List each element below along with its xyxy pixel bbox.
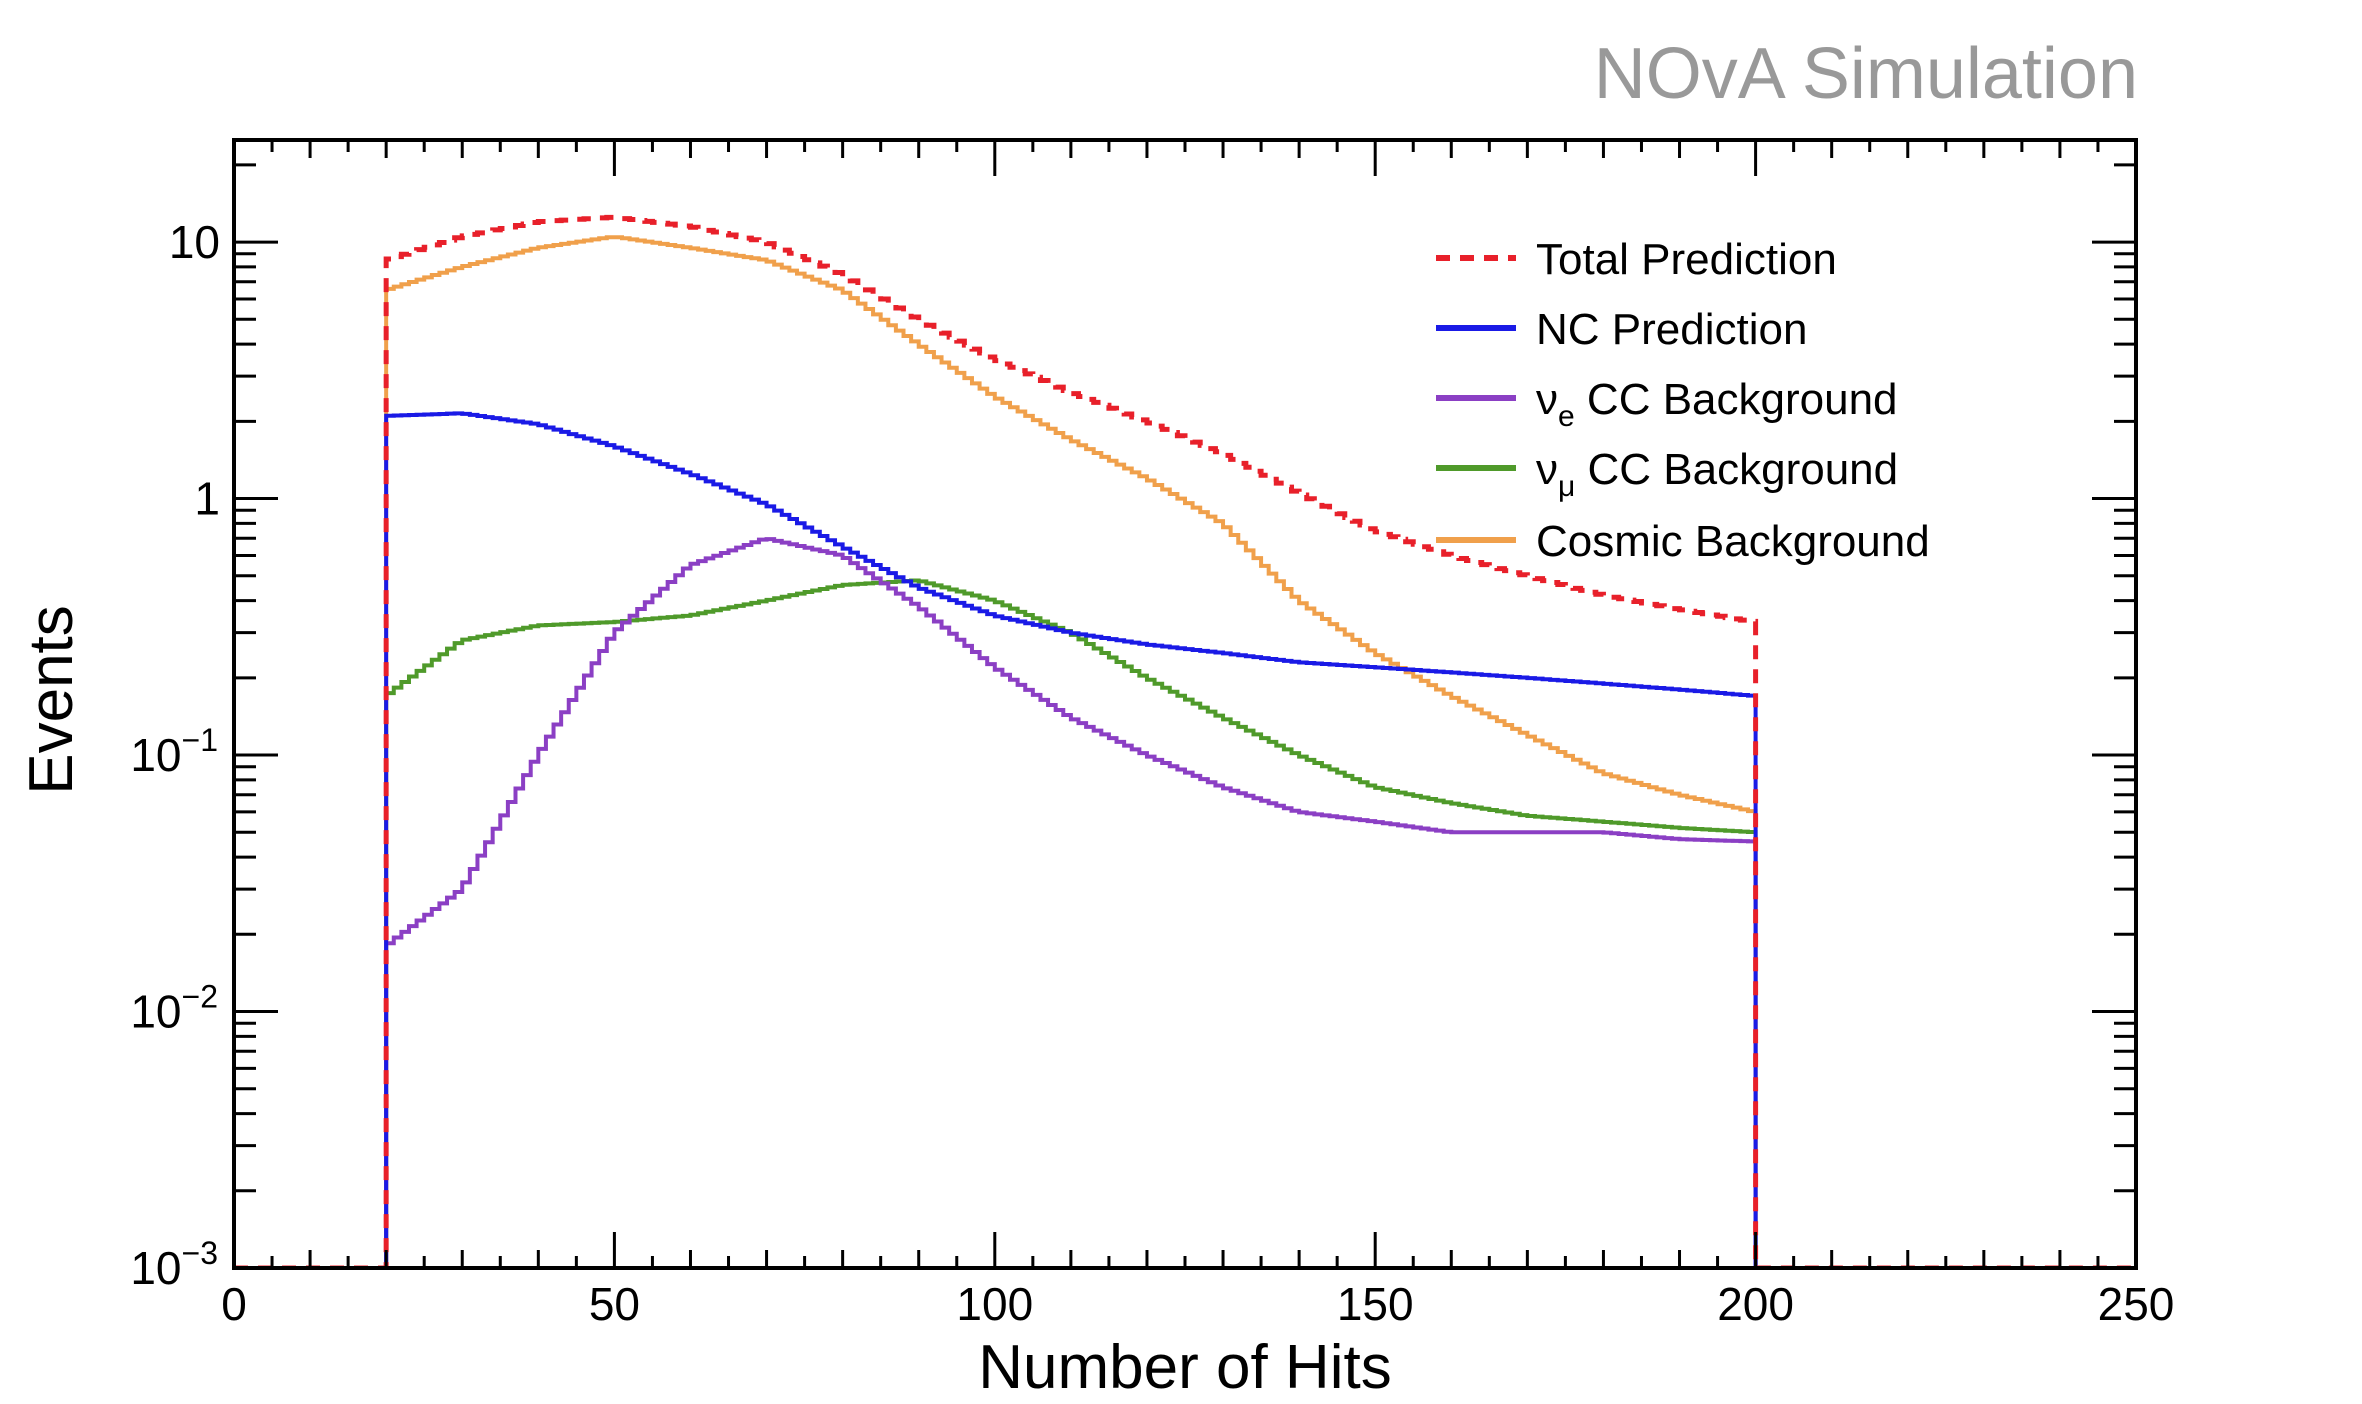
y-tick-label: 1	[194, 473, 220, 525]
legend-label-cosmic: Cosmic Background	[1536, 517, 1930, 566]
x-axis-ticks	[232, 140, 2138, 1268]
y-axis-ticks	[234, 163, 2136, 1270]
legend-label-nc: NC Prediction	[1536, 305, 1807, 354]
legend-label-total: Total Prediction	[1536, 235, 1837, 284]
x-tick-label: 200	[1717, 1278, 1794, 1330]
legend: Total Prediction NC Prediction νe CC Backg…	[1436, 235, 1930, 566]
series-total-line	[234, 214, 2136, 1268]
legend-label-nue: νe CC Background	[1536, 375, 1898, 433]
x-tick-label: 250	[2098, 1278, 2175, 1330]
watermark: NOvA Simulation	[1594, 34, 2138, 114]
plot-area	[234, 214, 2136, 1268]
y-tick-label: 10−1	[130, 722, 218, 781]
plot-frame	[232, 138, 2138, 1270]
y-axis-label: Events	[17, 605, 86, 795]
x-tick-label: 150	[1337, 1278, 1414, 1330]
series-cosmic-line	[234, 235, 2136, 1268]
x-tick-label: 100	[956, 1278, 1033, 1330]
series-nue-line	[234, 537, 2136, 1268]
legend-label-numu: νμ CC Background	[1536, 445, 1898, 503]
series-nc-line	[234, 411, 2136, 1268]
x-tick-label: 50	[589, 1278, 640, 1330]
y-tick-label: 10	[169, 216, 220, 268]
y-tick-label: 10−3	[130, 1235, 218, 1294]
x-axis-label: Number of Hits	[978, 1333, 1391, 1402]
series-numu-line	[234, 578, 2136, 1268]
series-layer	[234, 214, 2136, 1268]
y-axis-tick-labels: 10−3 10−2 10−1 1 10	[130, 216, 220, 1294]
y-tick-label: 10−2	[130, 979, 218, 1038]
x-axis-tick-labels: 0 50 100 150 200 250	[221, 1278, 2174, 1330]
x-tick-label: 0	[221, 1278, 247, 1330]
